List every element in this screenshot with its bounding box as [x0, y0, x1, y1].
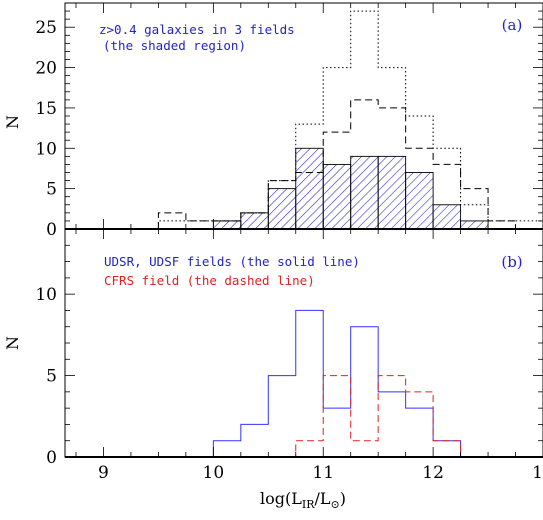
x-axis-label: log(LIR/L⊙): [260, 489, 346, 511]
panel-a-shaded-bar: [267, 188, 297, 229]
panel-b-y-axis-label: N: [3, 336, 22, 350]
panel-a-shaded-bar: [460, 220, 489, 229]
panel-a-ticks: 0 5 10 15 20 25: [35, 2, 543, 240]
x-tick-label: 13: [532, 463, 543, 483]
panel-a-shaded-bar: [212, 220, 242, 229]
panel-b-annotation-2: CFRS field (the dashed line): [104, 273, 315, 288]
x-tick-label: 12: [422, 463, 444, 483]
panel-a-shaded-bar: [240, 212, 269, 229]
panel-a-y-tick-label: 25: [35, 18, 57, 38]
panel-b-label: (b): [501, 253, 522, 271]
panel-b-dashed-histogram: [213, 375, 489, 457]
panel-b-y-tick-label: 0: [46, 448, 57, 468]
panel-b: 0 5 10 9 10 11 12 13 (b) UDSR, UDSF fields (the…: [3, 228, 543, 483]
panel-b-y-tick-label: 10: [35, 285, 57, 305]
panel-a-shaded-bar: [295, 147, 324, 229]
panel-a-y-tick-label: 5: [46, 180, 57, 200]
panel-a-shaded-bar: [377, 155, 407, 229]
panel-a-dotted-histogram: [103, 10, 543, 229]
panel-a-y-tick-label: 20: [35, 59, 57, 79]
panel-a-y-tick-label: 15: [35, 99, 57, 119]
panel-a-y-tick-label: 0: [46, 220, 57, 240]
panel-b-annotation-1: UDSR, UDSF fields (the solid line): [104, 254, 360, 269]
panel-b-frame: [64, 228, 543, 458]
panel-a-annotation-2: (the shaded region): [103, 38, 246, 53]
panel-a-shaded-bar: [322, 163, 352, 229]
panel-a-bars: [103, 10, 543, 229]
panel-a-dashed-histogram: [103, 99, 543, 229]
panel-a: 0 5 10 15 20 25 (a) z>0.4 galaxies in 3 field…: [3, 2, 543, 240]
panel-b-y-tick-label: 5: [46, 367, 57, 387]
panel-a-label: (a): [502, 16, 523, 34]
panel-a-annotation-1: z>0.4 galaxies in 3 fields: [99, 22, 295, 37]
panel-a-y-axis-label: N: [3, 115, 22, 129]
x-tick-label: 11: [312, 463, 334, 483]
panel-a-y-tick-label: 10: [35, 139, 57, 159]
panel-a-shaded-bar: [350, 155, 379, 229]
panel-a-shaded-bar: [405, 172, 434, 229]
x-tick-label: 9: [98, 463, 109, 483]
panel-a-shaded-bar: [432, 204, 462, 229]
x-tick-label: 10: [203, 463, 225, 483]
panel-b-bars: [212, 309, 489, 457]
